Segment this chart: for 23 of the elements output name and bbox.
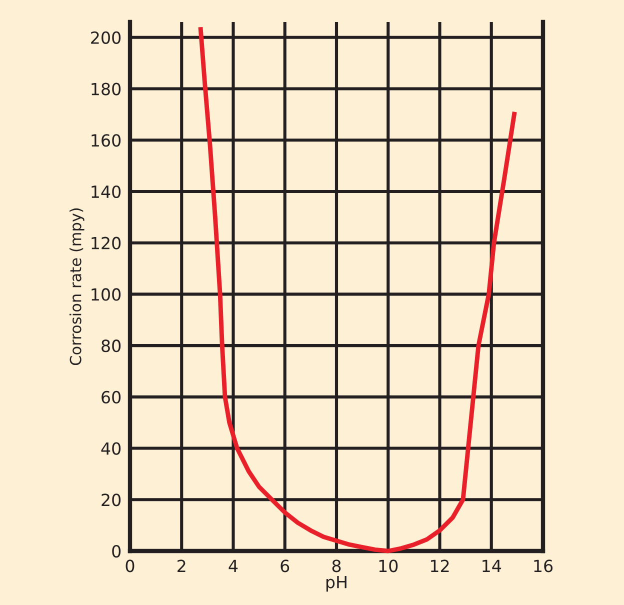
x-tick-label: 12 xyxy=(430,560,449,572)
y-tick-label: 40 xyxy=(101,442,121,455)
x-tick-label: 4 xyxy=(228,560,238,572)
y-tick-label: 140 xyxy=(92,185,121,198)
line-series xyxy=(198,24,517,554)
x-tick-label: 6 xyxy=(280,560,290,572)
x-tick-label: 8 xyxy=(332,560,341,572)
x-tick-label: 2 xyxy=(178,560,186,572)
y-tick-label: 80 xyxy=(102,340,121,352)
y-tick-label: 180 xyxy=(92,82,121,96)
y-tick-label: 160 xyxy=(92,134,121,147)
y-tick-label: 100 xyxy=(92,288,121,301)
y-axis-title: Corrosion rate (mpy) xyxy=(70,208,84,366)
y-tick-label: 200 xyxy=(91,31,121,44)
y-tick-label: 0 xyxy=(112,544,121,558)
y-tick-label: 60 xyxy=(102,390,121,404)
x-tick-label: 14 xyxy=(482,560,502,572)
y-tick-label: 120 xyxy=(92,236,121,250)
x-tick-label: 0 xyxy=(126,560,134,572)
y-tick-label: 20 xyxy=(102,494,121,506)
x-tick-label: 10 xyxy=(379,560,398,572)
x-tick-label: 16 xyxy=(534,560,553,572)
x-axis-title: pH xyxy=(326,576,346,592)
